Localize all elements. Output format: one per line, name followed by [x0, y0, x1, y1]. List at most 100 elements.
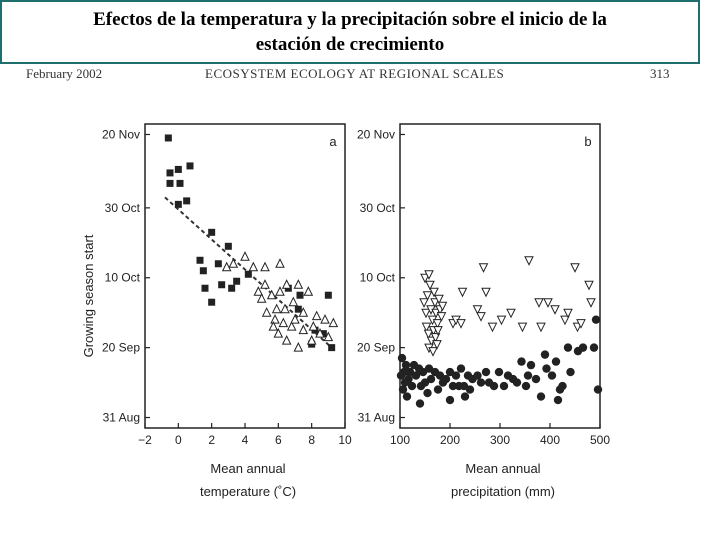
- series-square: [164, 134, 336, 352]
- x-tick-label: 4: [242, 433, 249, 447]
- data-point-square: [196, 256, 204, 264]
- data-point-circle: [578, 343, 588, 352]
- data-point-triangle-down: [419, 298, 429, 308]
- data-point-triangle-down: [543, 298, 553, 308]
- data-point-circle: [531, 374, 541, 384]
- data-point-square: [224, 242, 232, 250]
- data-point-triangle: [260, 261, 270, 272]
- data-point-triangle-down: [434, 294, 444, 305]
- data-point-triangle-down: [432, 340, 442, 350]
- data-point-circle: [465, 385, 475, 394]
- data-point-triangle-down: [586, 298, 596, 308]
- data-point-square: [228, 284, 236, 292]
- data-point-triangle-down: [430, 333, 441, 343]
- slide-title: Efectos de la temperatura y la precipita…: [0, 0, 700, 64]
- data-point-triangle-down: [433, 326, 443, 336]
- data-point-triangle-down: [476, 312, 486, 322]
- data-point-triangle: [275, 286, 285, 296]
- slide-title-line-1: Efectos de la temperatura y la precipita…: [93, 9, 607, 30]
- data-point-circle: [526, 360, 536, 370]
- y-tick-label: 20 Sep: [102, 341, 140, 355]
- data-point-triangle: [306, 335, 317, 345]
- data-point-triangle: [280, 303, 290, 314]
- chart-panel-a: −2 0 2 4 6 8 10 31 Aug 20 Sep 10 Oct 30 Oct 20 Nov a…: [81, 123, 352, 499]
- data-point-circle: [566, 367, 575, 377]
- data-point-circle: [589, 343, 599, 352]
- data-point-triangle-down: [534, 298, 544, 308]
- x-tick-label: 400: [540, 433, 560, 447]
- data-point-circle: [398, 385, 408, 394]
- x-tick-label: 500: [590, 433, 610, 447]
- x-tick-label: 300: [490, 433, 510, 447]
- y-tick-label: 30 Oct: [360, 201, 396, 215]
- data-point-triangle: [315, 328, 325, 338]
- data-point-square: [244, 270, 252, 278]
- page-number: 313: [650, 66, 670, 81]
- data-point-circle: [401, 360, 411, 370]
- data-point-triangle: [268, 321, 279, 331]
- x-tick-label: 100: [390, 433, 410, 447]
- data-point-circle: [433, 385, 443, 394]
- data-point-triangle-down: [584, 280, 594, 291]
- data-point-triangle-down: [478, 263, 489, 273]
- data-point-circle: [426, 374, 436, 384]
- y-tick-label: 20 Nov: [102, 127, 140, 141]
- data-point-triangle: [290, 314, 300, 324]
- data-point-square: [328, 344, 336, 352]
- data-point-triangle: [298, 324, 309, 335]
- data-point-triangle-down: [436, 312, 447, 322]
- y-tick-label: 30 Oct: [105, 201, 141, 215]
- data-point-triangle: [256, 293, 267, 303]
- data-point-circle: [489, 381, 499, 391]
- data-point-triangle-down: [536, 322, 546, 333]
- data-point-circle: [445, 395, 455, 405]
- data-point-triangle: [281, 279, 292, 289]
- data-point-circle: [494, 367, 504, 377]
- data-point-circle: [451, 371, 461, 380]
- data-point-triangle: [323, 331, 334, 342]
- x-tick-label: 2: [208, 433, 215, 447]
- x-tick-label: 8: [308, 433, 315, 447]
- data-point-triangle-down: [423, 329, 434, 340]
- data-point-triangle-down: [472, 305, 483, 315]
- x-axis-title-line2: temperature (˚C): [200, 484, 296, 499]
- data-point-square: [183, 197, 191, 205]
- data-point-triangle: [266, 289, 277, 300]
- data-point-circle: [540, 350, 550, 359]
- data-point-triangle-down: [456, 319, 466, 329]
- data-point-triangle-down: [421, 308, 431, 319]
- data-point-triangle-down: [563, 308, 573, 319]
- data-point-circle: [402, 392, 412, 401]
- data-point-triangle: [281, 335, 292, 345]
- data-point-triangle-down: [437, 301, 448, 312]
- data-point-triangle-down: [524, 256, 534, 266]
- data-point-circle: [460, 392, 470, 401]
- x-tick-label: 0: [175, 433, 182, 447]
- data-point-square: [166, 169, 174, 177]
- data-point-triangle: [328, 317, 339, 328]
- data-point-circle: [547, 371, 557, 380]
- data-point-circle: [593, 385, 603, 394]
- data-point-square: [166, 179, 174, 187]
- x-tick-label: −2: [138, 433, 152, 447]
- series-circle: [396, 315, 603, 408]
- data-point-square: [208, 228, 216, 236]
- data-point-triangle: [293, 342, 304, 352]
- data-point-triangle: [303, 286, 314, 296]
- data-point-square: [208, 298, 216, 306]
- data-point-triangle: [275, 258, 285, 268]
- data-point-triangle-down: [430, 298, 440, 308]
- data-point-triangle-down: [429, 287, 439, 298]
- data-point-square: [296, 291, 304, 299]
- data-point-circle: [407, 381, 417, 391]
- data-point-triangle: [271, 303, 282, 314]
- data-point-circle: [399, 367, 409, 377]
- data-point-circle: [517, 357, 526, 366]
- y-axis-title: Growing season start: [81, 234, 96, 357]
- data-point-triangle: [286, 321, 297, 331]
- data-point-circle: [448, 381, 458, 391]
- data-point-square: [319, 330, 327, 338]
- journal-running-title: ECOSYSTEM ECOLOGY AT REGIONAL SCALES: [205, 66, 505, 81]
- data-point-triangle: [298, 307, 309, 317]
- y-tick-label: 20 Nov: [357, 127, 395, 141]
